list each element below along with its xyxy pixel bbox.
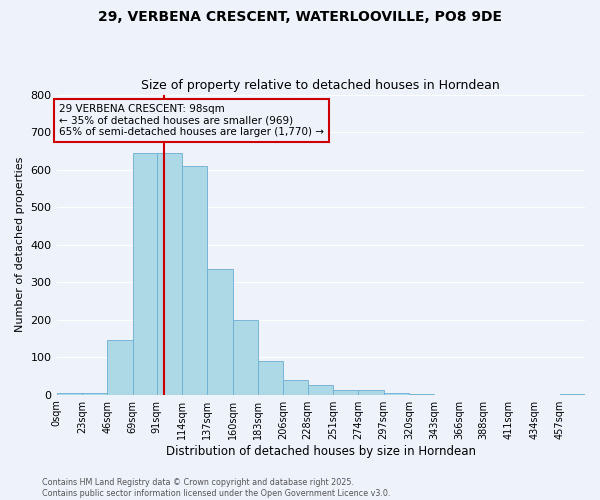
Bar [308,386,333,394]
Y-axis label: Number of detached properties: Number of detached properties [15,157,25,332]
Text: 29, VERBENA CRESCENT, WATERLOOVILLE, PO8 9DE: 29, VERBENA CRESCENT, WATERLOOVILLE, PO8… [98,10,502,24]
Title: Size of property relative to detached houses in Horndean: Size of property relative to detached ho… [142,79,500,92]
Bar [258,361,283,394]
Bar [283,380,308,394]
Text: Contains HM Land Registry data © Crown copyright and database right 2025.
Contai: Contains HM Land Registry data © Crown c… [42,478,391,498]
Bar [383,393,409,394]
X-axis label: Distribution of detached houses by size in Horndean: Distribution of detached houses by size … [166,444,476,458]
Bar [333,390,358,394]
Bar [133,152,157,394]
Bar [82,393,107,394]
Text: 29 VERBENA CRESCENT: 98sqm
← 35% of detached houses are smaller (969)
65% of sem: 29 VERBENA CRESCENT: 98sqm ← 35% of deta… [59,104,324,137]
Bar [233,320,258,394]
Bar [157,152,182,394]
Bar [208,269,233,394]
Bar [107,340,133,394]
Bar [182,166,208,394]
Bar [358,390,383,394]
Bar [56,393,82,394]
